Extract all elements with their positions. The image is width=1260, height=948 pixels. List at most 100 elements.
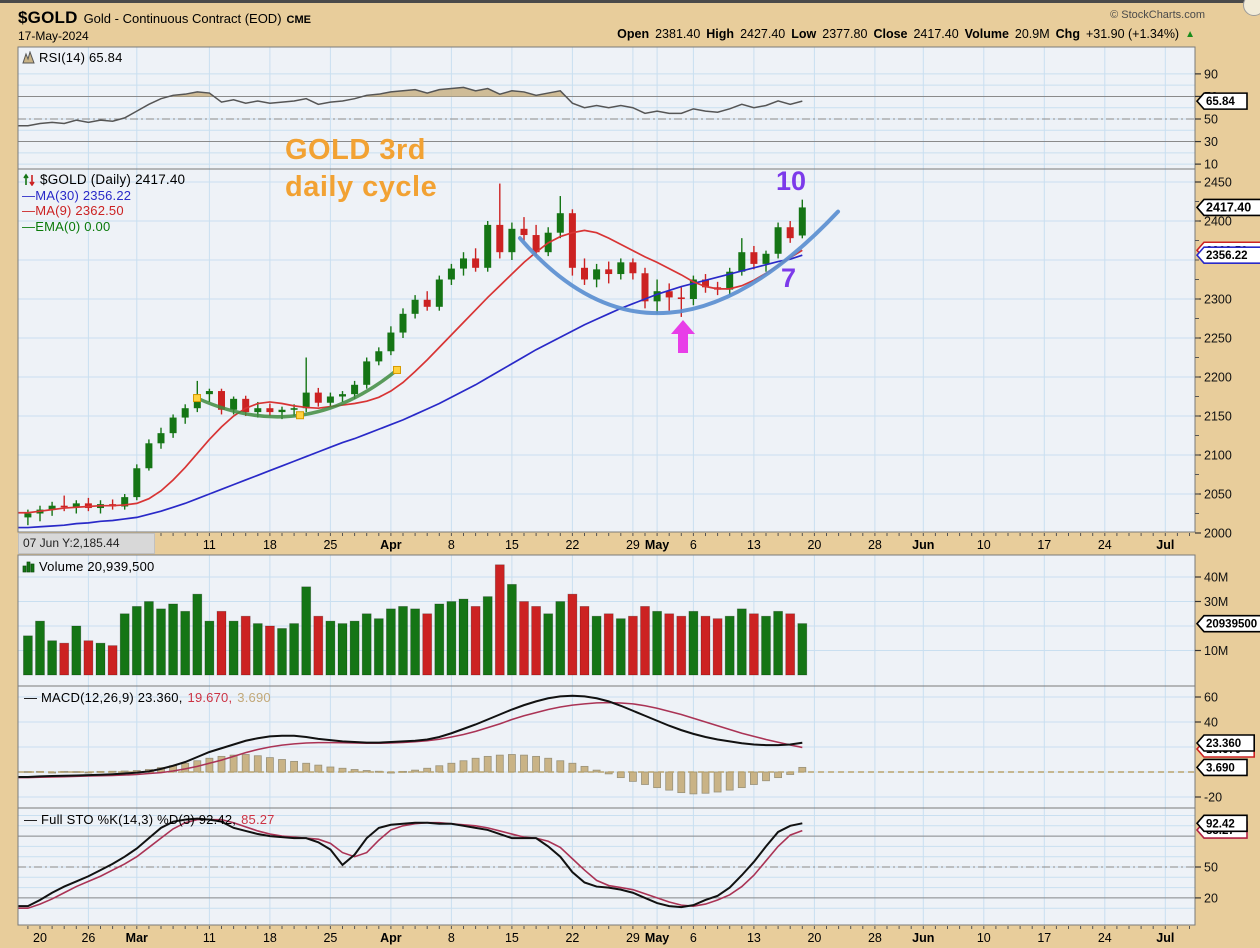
- volume-bar: [71, 625, 82, 676]
- annotation-line2: daily cycle: [285, 171, 438, 203]
- candle-body: [242, 398, 250, 413]
- chg-value: +31.90 (+1.34%): [1085, 27, 1180, 41]
- candle-body: [254, 408, 262, 413]
- date-label: 18: [263, 931, 277, 945]
- macd-hist-bar: [762, 771, 770, 782]
- candle-body: [726, 271, 734, 290]
- volume-bar: [337, 623, 348, 676]
- crosshair-info-box: 07 Jun Y:2,185.44: [18, 533, 155, 554]
- date-label: Jul: [1156, 931, 1174, 945]
- volume-bar: [313, 615, 324, 676]
- macd-hist-bar: [278, 759, 286, 773]
- axis-label: 2150: [1204, 410, 1232, 424]
- candle-body: [496, 224, 504, 253]
- date-label: 10: [977, 931, 991, 945]
- volume-bar: [277, 628, 287, 676]
- volume-bar: [301, 586, 312, 676]
- volume-bar: [446, 601, 457, 676]
- up-arrow-annotation[interactable]: [671, 320, 695, 353]
- macd-legend: — MACD(12,26,9) 23.360, 19.670, 3.690: [24, 690, 271, 706]
- volume-bar: [216, 610, 227, 676]
- date-label: 26: [81, 931, 95, 945]
- date-label: 11: [203, 931, 216, 945]
- date-label: 8: [448, 538, 455, 552]
- macd-hist-bar: [411, 769, 420, 773]
- rsi-line: [18, 86, 803, 127]
- candle-body: [520, 228, 528, 236]
- volume-label: Volume: [964, 27, 1009, 41]
- volume-bar: [289, 623, 300, 676]
- volume-bar: [736, 608, 747, 676]
- volume-bar: [59, 642, 70, 676]
- high-label: High: [706, 27, 735, 41]
- candle-body: [762, 253, 770, 264]
- date-label: 28: [868, 931, 882, 945]
- macd-hist-bar: [290, 760, 299, 773]
- ema-legend: —EMA(0) 0.00: [22, 218, 111, 234]
- candle-body: [24, 513, 32, 518]
- macd-hist-bar: [507, 754, 516, 773]
- macd-macd-line: [18, 694, 803, 778]
- macd-hist-bar: [689, 771, 698, 795]
- chart-date: 17-May-2024: [18, 29, 89, 43]
- low-label: Low: [791, 27, 817, 41]
- macd-hist-bar: [701, 771, 710, 794]
- annotation-label-10[interactable]: 10: [776, 166, 807, 196]
- candle-body: [774, 227, 782, 254]
- macd-hist-bar: [459, 760, 468, 773]
- annotation-cycle-text[interactable]: GOLD 3rd daily cycle: [285, 132, 437, 206]
- candle-body: [133, 468, 141, 498]
- blue-cycle-arc-annotation[interactable]: [518, 209, 840, 316]
- annotation-handle[interactable]: [193, 394, 201, 403]
- volume-bar: [494, 564, 505, 676]
- macd-hist-bar: [592, 769, 601, 773]
- macd-hist-bar: [616, 771, 625, 779]
- date-label: May: [645, 931, 669, 945]
- volume-bar: [143, 601, 154, 676]
- volume-bar: [252, 623, 263, 676]
- macd-hist-bar: [471, 757, 480, 773]
- axis-value-badge: [1195, 92, 1248, 110]
- axis-label: 2300: [1204, 293, 1232, 307]
- close-label: Close: [873, 27, 908, 41]
- candle-body: [230, 398, 238, 410]
- copyright-link[interactable]: © StockCharts.com: [1110, 9, 1205, 21]
- volume-bar: [422, 613, 433, 676]
- axis-label: 2400: [1204, 215, 1232, 229]
- candle-body: [339, 394, 346, 397]
- candle-body: [411, 299, 419, 314]
- date-label: 20: [807, 538, 821, 552]
- sto-legend-d: 85.27: [241, 812, 275, 827]
- volume-bar: [458, 598, 469, 676]
- date-label: 13: [747, 931, 761, 945]
- annotation-label-7[interactable]: 7: [781, 263, 797, 293]
- volume-bar: [797, 623, 808, 676]
- annotation-handle[interactable]: [393, 365, 401, 374]
- candle-body: [266, 408, 274, 413]
- price-panel-bg: [18, 169, 1195, 532]
- candle-body: [593, 269, 601, 280]
- volume-bar: [591, 615, 602, 676]
- candle-body: [375, 351, 383, 362]
- ma9-line: [18, 229, 803, 514]
- date-label: 15: [505, 931, 519, 945]
- date-label: 24: [1098, 931, 1112, 945]
- candle-body: [48, 505, 56, 510]
- date-label: 17: [1037, 931, 1051, 945]
- annotation-handle[interactable]: [296, 411, 304, 420]
- volume-legend-text: Volume 20,939,500: [39, 559, 155, 574]
- volume-bar: [700, 615, 711, 676]
- volume-bar: [192, 593, 203, 676]
- candle-body: [484, 224, 492, 268]
- date-label: 25: [323, 931, 337, 945]
- macd-hist-bar: [423, 767, 432, 773]
- volume-bar: [603, 613, 614, 676]
- volume-bar: [640, 606, 650, 676]
- volume-bars-icon: [22, 561, 35, 573]
- candle-body: [399, 313, 407, 333]
- macd-hist-bar: [520, 754, 528, 773]
- macd-hist-bar: [774, 771, 782, 779]
- macd-hist-bar: [713, 771, 722, 793]
- volume-bar: [470, 606, 481, 676]
